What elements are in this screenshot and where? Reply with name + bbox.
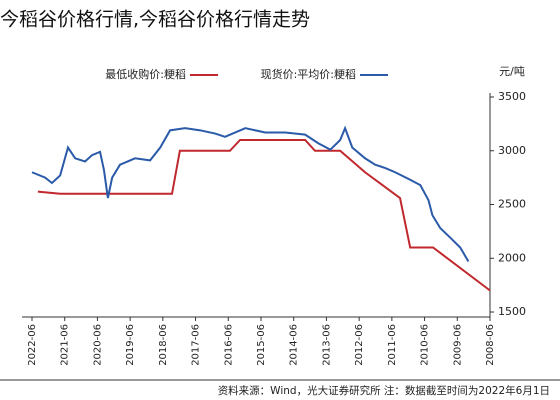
x-tick-label: 2011-06 [387, 324, 398, 366]
x-tick-label: 2012-06 [354, 324, 365, 366]
x-tick-label: 2022-06 [27, 324, 38, 366]
x-tick-label: 2015-06 [256, 324, 267, 366]
y-tick-label: 1500 [498, 305, 526, 318]
source-note: 资料来源：Wind，光大证券研究所 注：数据截至时间为2022年6月1日 [218, 384, 550, 397]
series-line [37, 139, 491, 292]
x-tick-label: 2010-06 [420, 324, 431, 366]
x-tick-label: 2008-06 [485, 324, 496, 366]
legend-label: 最低收购价:粳稻 [105, 67, 186, 81]
x-tick-label: 2013-06 [321, 324, 332, 366]
x-tick-label: 2009-06 [452, 324, 463, 366]
x-tick-label: 2014-06 [289, 324, 300, 366]
x-tick-label: 2017-06 [191, 324, 202, 366]
y-tick-label: 3500 [498, 90, 526, 103]
y-tick-label: 2000 [498, 251, 526, 264]
y-tick-label: 2500 [498, 198, 526, 211]
x-tick-label: 2018-06 [158, 324, 169, 366]
y-axis-unit: 元/吨 [499, 65, 525, 78]
x-tick-label: 2021-06 [60, 324, 71, 366]
legend-label: 现货价:平均价:粳稻 [261, 67, 356, 81]
y-tick-label: 3000 [498, 144, 526, 157]
x-tick-label: 2019-06 [125, 324, 136, 366]
series-line [31, 125, 470, 262]
caption: 今稻谷价格行情,今稻谷价格行情走势 [0, 9, 310, 31]
x-tick-label: 2020-06 [92, 324, 103, 366]
x-tick-label: 2016-06 [223, 324, 234, 366]
